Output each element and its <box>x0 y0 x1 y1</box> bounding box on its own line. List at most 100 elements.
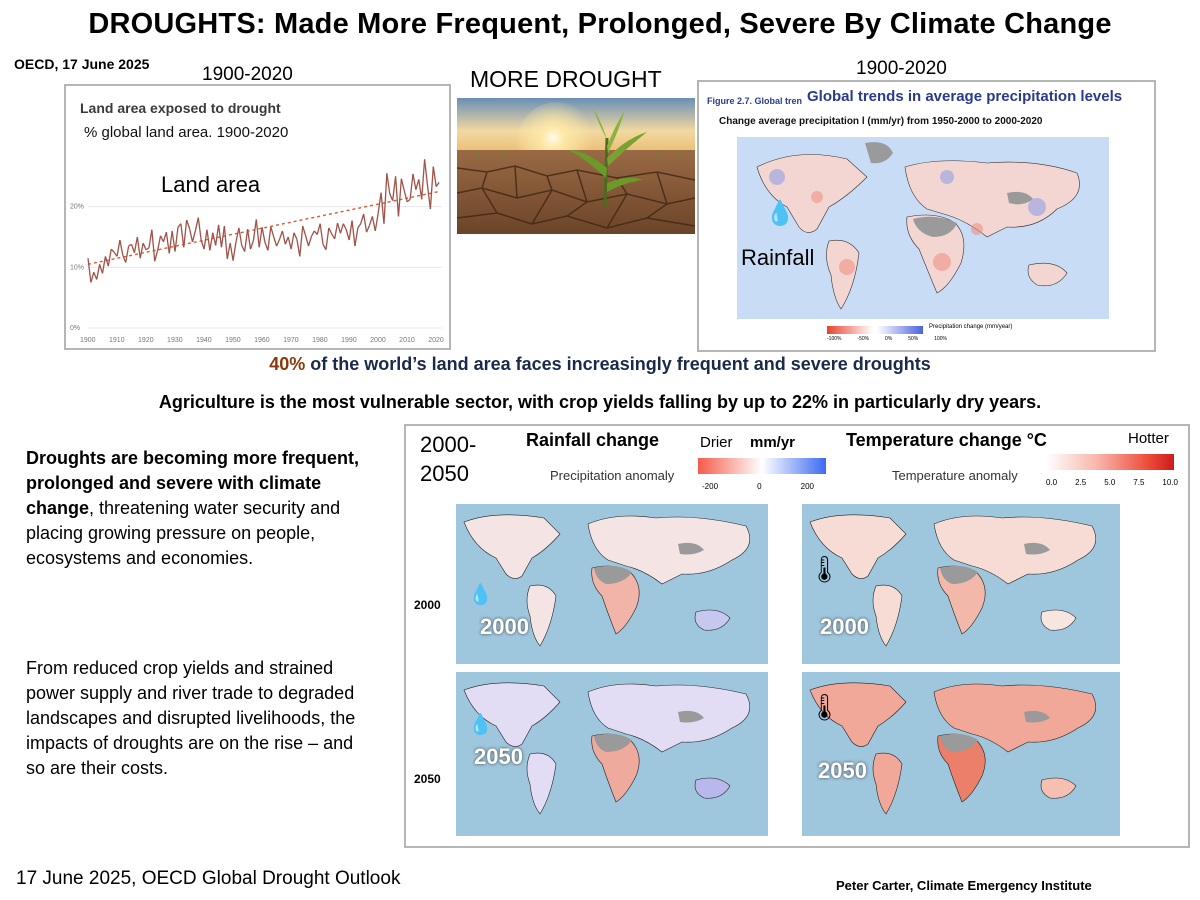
series-segment <box>110 248 115 253</box>
series-segment <box>345 229 350 241</box>
series-segment <box>220 225 226 248</box>
series-segment <box>421 159 426 200</box>
series-segment <box>174 227 179 252</box>
series-segment <box>310 230 315 237</box>
temp-tick: 0.0 <box>1046 478 1058 487</box>
series-segment <box>119 239 124 256</box>
projection-period-start: 2000- <box>420 432 477 457</box>
y-tick-label: 10% <box>70 264 84 271</box>
row-label-2050: 2050 <box>414 772 441 786</box>
series-segment <box>363 213 368 233</box>
series-segment <box>418 179 423 200</box>
series-segment <box>212 232 217 246</box>
map-year-label: 2000 <box>820 614 869 639</box>
series-segment <box>302 225 307 236</box>
temp-tick: 7.5 <box>1133 478 1145 487</box>
series-segment <box>154 250 159 262</box>
series-segment <box>145 247 150 251</box>
series-segment <box>342 223 347 231</box>
right-period-label: 1900-2020 <box>856 58 947 79</box>
series-segment <box>157 235 162 251</box>
x-tick-label: 1940 <box>196 337 212 344</box>
series-segment <box>171 230 176 252</box>
landmass <box>809 514 907 579</box>
series-segment <box>386 173 391 195</box>
series-segment <box>334 222 339 239</box>
series-segment <box>394 176 400 217</box>
series-segment <box>371 216 376 232</box>
world-map-temp-2050 <box>809 682 1096 815</box>
series-segment <box>191 230 196 243</box>
landmass <box>587 683 750 753</box>
headline: 40% of the world’s land area faces incre… <box>0 354 1200 375</box>
landmass <box>694 609 731 631</box>
map-year-label: 2050 <box>818 758 867 783</box>
temp-tick: 5.0 <box>1104 478 1116 487</box>
series-segment <box>223 226 228 259</box>
rain-tick: 0 <box>757 482 762 491</box>
precip-figure-title: Global trends in average precipitation l… <box>807 88 1123 105</box>
drought-series <box>87 159 440 283</box>
series-segment <box>273 236 278 247</box>
rain-scale-bar <box>698 458 826 474</box>
corn-plant-icon <box>569 108 647 209</box>
water-drop-icon: 💧 <box>468 584 493 606</box>
landmass <box>933 515 1096 585</box>
series-segment <box>319 223 324 245</box>
rainfall-map-2000: 💧 2000 <box>456 504 768 664</box>
rain-unit-label: mm/yr <box>750 434 796 451</box>
desert-region <box>1024 710 1050 723</box>
desert-region <box>594 565 632 584</box>
world-map-temp-2000 <box>809 514 1096 647</box>
series-segment <box>246 229 252 250</box>
rain-tick: 200 <box>800 482 814 491</box>
series-segment <box>206 229 211 251</box>
rainfall-label: Rainfall <box>741 245 815 270</box>
series-segment <box>316 223 321 235</box>
drought-chart-panel: Land area exposed to drought % global la… <box>64 84 451 350</box>
landmass <box>526 584 557 647</box>
precip-legend-title: Precipitation change (mm/year) <box>929 324 1013 330</box>
cracked-soil-photo <box>457 98 695 234</box>
landmass <box>1040 777 1077 799</box>
body-continuation: , threatening water security and placing… <box>26 498 341 568</box>
chart-subtitle: % global land area. 1900-2020 <box>84 124 289 141</box>
series-segment <box>159 235 165 243</box>
series-segment <box>203 229 208 250</box>
series-segment <box>354 227 359 247</box>
series-segment <box>90 272 95 283</box>
series-segment <box>336 222 342 234</box>
series-segment <box>276 239 281 247</box>
more-drought-label: MORE DROUGHT <box>470 66 662 92</box>
agriculture-statement: Agriculture is the most vulnerable secto… <box>158 392 1042 412</box>
series-segment <box>162 231 167 243</box>
series-segment <box>252 219 257 241</box>
series-segment <box>98 264 104 274</box>
landmass <box>526 752 557 815</box>
series-segment <box>304 235 310 247</box>
series-segment <box>93 271 98 280</box>
landmass <box>587 515 750 585</box>
world-map-rain-2050 <box>463 682 750 815</box>
desert-region <box>594 733 632 752</box>
rainfall-change-title: Rainfall change <box>526 430 660 450</box>
page-title: DROUGHTS: Made More Frequent, Prolonged,… <box>88 8 1112 40</box>
water-drop-icon: 💧 <box>765 200 795 227</box>
legend-tick: -50% <box>857 336 870 342</box>
series-segment <box>360 213 365 224</box>
series-segment <box>357 223 362 229</box>
series-segment <box>426 185 432 210</box>
precip-trend-legend-bar <box>827 326 923 334</box>
drought-line-chart: 0% 10% 20% 1900 1910 1920 1930 1940 1950 1960 197… <box>70 159 444 344</box>
series-segment <box>209 232 214 251</box>
series-segment <box>168 230 173 254</box>
drought-photo-illustration <box>457 98 695 234</box>
legend-tick: 0% <box>885 336 893 342</box>
series-segment <box>101 256 107 274</box>
chart-title: Land area exposed to drought <box>80 100 281 116</box>
series-segment <box>432 166 437 187</box>
headline-text: of the world’s land area faces increasin… <box>305 354 931 374</box>
x-tick-label: 2000 <box>370 337 386 344</box>
y-axis-ticks: 0% 10% 20% <box>70 204 84 332</box>
x-tick-label: 1910 <box>109 337 125 344</box>
